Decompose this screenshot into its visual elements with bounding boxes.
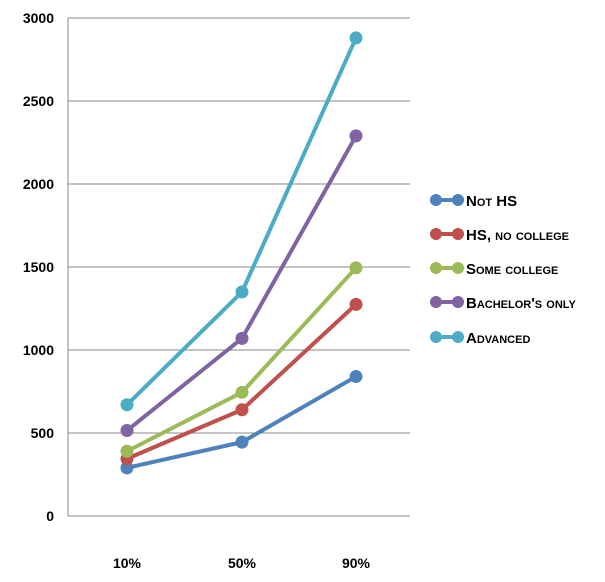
- x-tick-labels: 10% 50% 90%: [113, 555, 371, 571]
- series-0: [120, 370, 363, 475]
- legend: Not HS HS, no college Some college Bachelor…: [430, 193, 577, 347]
- x-tick-label: 50%: [228, 555, 257, 571]
- y-tick-label: 500: [31, 425, 55, 441]
- legend-swatch-marker: [430, 194, 442, 206]
- series-4: [120, 31, 363, 412]
- data-point: [120, 444, 134, 458]
- data-point: [349, 31, 363, 45]
- data-point: [349, 370, 363, 384]
- legend-swatch-marker: [430, 331, 442, 343]
- legend-item: Advanced: [430, 330, 530, 347]
- data-point: [349, 261, 363, 275]
- series-2: [120, 261, 363, 458]
- legend-swatch-marker: [430, 228, 442, 240]
- data-point: [235, 331, 249, 345]
- series-group: [120, 31, 363, 475]
- data-point: [349, 297, 363, 311]
- data-point: [235, 285, 249, 299]
- legend-item: Bachelor's only: [430, 295, 577, 312]
- y-tick-label: 2500: [23, 93, 54, 109]
- legend-item: Some college: [430, 261, 558, 278]
- legend-swatch-marker: [452, 331, 464, 343]
- legend-swatch-marker: [452, 296, 464, 308]
- legend-swatch-marker: [430, 262, 442, 274]
- legend-swatch-marker: [452, 194, 464, 206]
- legend-swatch-marker: [452, 228, 464, 240]
- y-tick-label: 1000: [23, 342, 54, 358]
- legend-label: HS, no college: [466, 227, 569, 244]
- data-point: [120, 398, 134, 412]
- y-tick-label: 1500: [23, 259, 54, 275]
- x-tick-label: 10%: [113, 555, 142, 571]
- y-tick-label: 3000: [23, 10, 54, 26]
- data-point: [120, 461, 134, 475]
- data-point: [235, 435, 249, 449]
- legend-label: Some college: [466, 261, 558, 278]
- data-point: [120, 424, 134, 438]
- legend-item: HS, no college: [430, 227, 569, 244]
- legend-label: Not HS: [466, 193, 517, 210]
- data-point: [235, 385, 249, 399]
- y-tick-label: 2000: [23, 176, 54, 192]
- data-point: [235, 403, 249, 417]
- data-point: [349, 129, 363, 143]
- y-tick-label: 0: [46, 508, 54, 524]
- legend-swatch-marker: [452, 262, 464, 274]
- legend-swatch-marker: [430, 296, 442, 308]
- legend-label: Advanced: [466, 330, 530, 347]
- series-3: [120, 129, 363, 438]
- legend-item: Not HS: [430, 193, 517, 210]
- y-tick-labels: 0 500 1000 1500 2000 2500 3000: [23, 10, 54, 524]
- legend-label: Bachelor's only: [466, 295, 577, 312]
- x-tick-label: 90%: [342, 555, 371, 571]
